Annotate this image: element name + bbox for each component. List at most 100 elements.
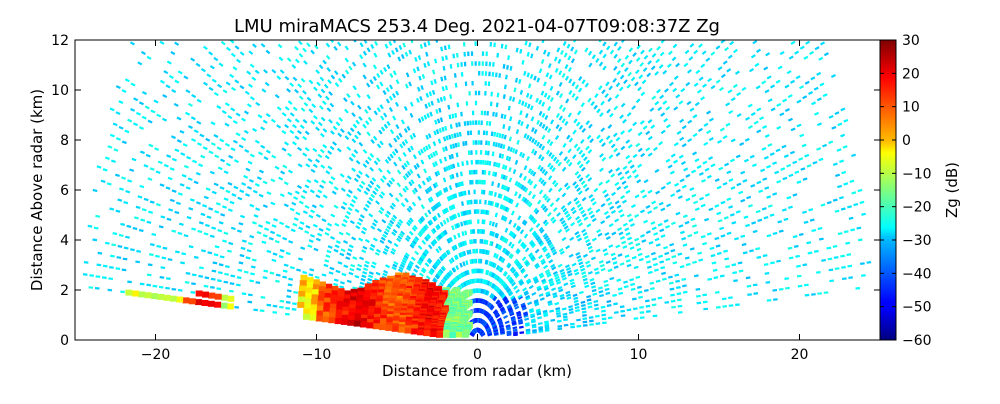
echo-cell xyxy=(311,204,317,209)
echo-cell xyxy=(165,286,170,290)
echo-cell xyxy=(531,243,537,249)
echo-cell xyxy=(756,129,762,134)
echo-cell xyxy=(386,120,391,126)
echo-cell xyxy=(337,261,343,265)
echo-cell xyxy=(620,314,626,318)
echo-cell xyxy=(112,232,118,236)
echo-cell xyxy=(662,69,668,75)
echo-cell xyxy=(528,42,532,48)
echo-cell xyxy=(607,124,613,129)
echo-cell xyxy=(502,295,507,301)
echo-cell xyxy=(147,263,153,267)
echo-cell xyxy=(459,171,463,177)
echo-cell xyxy=(503,114,507,120)
echo-cell xyxy=(515,248,520,254)
echo-cell xyxy=(358,170,363,176)
echo-cell xyxy=(851,153,857,158)
echo-cell xyxy=(233,185,239,190)
echo-cell xyxy=(608,139,614,145)
echo-cell xyxy=(480,120,483,126)
echo-cell xyxy=(497,302,502,307)
echo-cell xyxy=(605,81,610,87)
echo-cell xyxy=(530,318,536,322)
echo-cell xyxy=(111,243,117,247)
echo-cell xyxy=(740,234,746,238)
echo-cell xyxy=(660,112,666,117)
echo-cell xyxy=(681,277,687,281)
echo-cell xyxy=(692,260,697,264)
echo-cell xyxy=(148,253,154,257)
echo-cell xyxy=(770,84,776,89)
echo-cell xyxy=(170,50,176,56)
colorbar-tick-label: 20 xyxy=(902,66,920,82)
echo-cell xyxy=(644,299,650,303)
echo-cell xyxy=(141,115,147,120)
echo-cell xyxy=(316,81,321,87)
echo-cell xyxy=(469,239,472,245)
echo-cell xyxy=(851,191,857,195)
echo-cell xyxy=(724,257,730,261)
echo-cell xyxy=(422,252,427,258)
echo-cell xyxy=(525,123,530,129)
echo-cell xyxy=(822,93,828,98)
echo-cell xyxy=(362,123,367,129)
echo-cell xyxy=(344,214,350,220)
echo-cell xyxy=(536,285,542,290)
echo-cell xyxy=(837,232,843,236)
echo-cell xyxy=(121,268,127,272)
x-tick-label: −10 xyxy=(302,347,332,363)
echo-cell xyxy=(392,228,398,234)
echo-cell xyxy=(598,290,604,294)
echo-cell xyxy=(762,125,768,130)
echo-cell xyxy=(518,78,522,84)
echo-cell xyxy=(847,264,853,268)
echo-cell xyxy=(445,135,449,141)
echo-cell xyxy=(524,199,530,205)
echo-cell xyxy=(488,61,492,67)
echo-cell xyxy=(625,139,631,144)
echo-cell xyxy=(634,174,640,179)
echo-cell xyxy=(553,273,559,278)
echo-cell xyxy=(565,213,571,218)
echo-cell xyxy=(492,62,495,67)
echo-cell xyxy=(612,293,617,297)
echo-cell xyxy=(350,263,356,268)
echo-cell xyxy=(388,179,393,185)
echo-cell xyxy=(361,249,367,254)
echo-cell xyxy=(297,163,303,168)
echo-cell xyxy=(574,231,580,236)
echo-cell xyxy=(778,229,784,233)
echo-cell xyxy=(569,322,575,326)
echo-cell xyxy=(517,215,522,221)
echo-cell xyxy=(312,223,318,228)
echo-cell xyxy=(644,254,650,259)
echo-cell xyxy=(788,55,794,60)
echo-cell xyxy=(502,195,507,201)
echo-cell xyxy=(367,305,375,312)
echo-cell xyxy=(466,130,470,136)
echo-cell xyxy=(344,45,349,51)
echo-cell xyxy=(517,316,523,320)
echo-cell xyxy=(358,141,364,147)
echo-cell xyxy=(181,173,187,178)
echo-cell xyxy=(585,260,591,265)
echo-cell xyxy=(649,281,655,285)
echo-cell xyxy=(513,331,518,334)
echo-cell xyxy=(213,91,219,97)
echo-cell xyxy=(281,129,287,135)
echo-cell xyxy=(792,235,798,239)
echo-cell xyxy=(308,108,314,114)
echo-cell xyxy=(561,72,566,78)
echo-cell xyxy=(299,221,305,225)
echo-cell xyxy=(423,250,428,256)
echo-cell xyxy=(135,111,141,116)
echo-cell xyxy=(181,252,187,256)
echo-cell xyxy=(445,250,450,256)
echo-cell xyxy=(526,72,530,78)
echo-cell xyxy=(608,223,614,228)
echo-cell xyxy=(547,128,552,134)
echo-cell xyxy=(107,288,113,292)
echo-cell xyxy=(663,118,669,123)
echo-cell xyxy=(635,142,641,148)
echo-cell xyxy=(679,178,685,183)
